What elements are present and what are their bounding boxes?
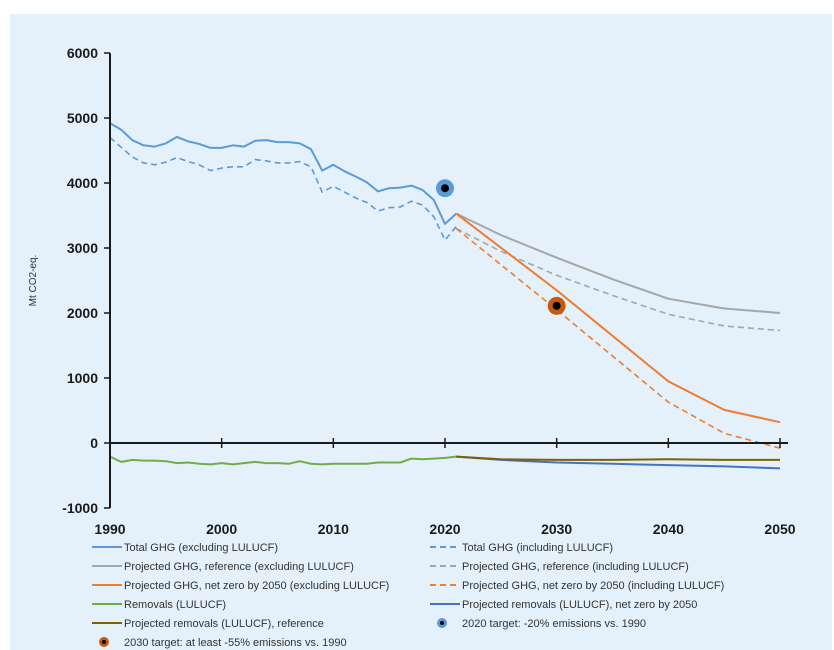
- legend-entry-total-ghg-excluding-lulucf: Total GHG (excluding LULUCF): [92, 542, 278, 554]
- series-line-removals-lulucf: [109, 455, 457, 466]
- y-tick-label: -1000: [62, 500, 98, 516]
- legend-label: Projected GHG, net zero by 2050 (includi…: [462, 580, 724, 592]
- legend-label: 2020 target: -20% emissions vs. 1990: [462, 618, 646, 630]
- x-tick-label: 2050: [764, 521, 795, 537]
- series-line-projected-ghg-reference-excluding-lulucf: [455, 212, 781, 314]
- axes: [109, 53, 788, 508]
- series-line-projected-ghg-net-zero-by-2050-excluding-lulucf: [455, 212, 781, 424]
- series-line-total-ghg-including-lulucf: [109, 136, 457, 241]
- legend-entry-projected-ghg-net-zero-by-2050-excluding-lulucf: Projected GHG, net zero by 2050 (excludi…: [92, 580, 389, 592]
- legend-label: Projected removals (LULUCF), net zero by…: [462, 599, 697, 611]
- legend-entry-projected-ghg-reference-excluding-lulucf: Projected GHG, reference (excluding LULU…: [92, 561, 354, 573]
- x-tick-label: 2030: [541, 521, 572, 537]
- series-line-projected-ghg-reference-including-lulucf: [455, 227, 781, 332]
- target-marker-dot: [552, 301, 561, 310]
- x-tick-label: 2000: [206, 521, 237, 537]
- target-marker-2020: [436, 179, 454, 198]
- legend-entry-2020-target-20-emissions-vs-1990: 2020 target: -20% emissions vs. 1990: [437, 618, 646, 630]
- y-tick-label: 2000: [67, 305, 98, 321]
- series-line-projected-removals-lulucf-reference: [456, 455, 780, 461]
- legend-label: Projected GHG, net zero by 2050 (excludi…: [124, 580, 389, 592]
- series-line-total-ghg-excluding-lulucf: [109, 122, 457, 225]
- legend-entry-2030-target-at-least-55-emissions-vs-1990: 2030 target: at least -55% emissions vs.…: [99, 637, 347, 649]
- legend: Total GHG (excluding LULUCF) Total GHG (i…: [92, 542, 724, 649]
- target-markers: [436, 179, 566, 315]
- legend-entry-total-ghg-including-lulucf: Total GHG (including LULUCF): [430, 542, 613, 554]
- legend-entry-projected-removals-lulucf-net-zero-by-2050: Projected removals (LULUCF), net zero by…: [430, 599, 697, 611]
- line-chart: -1000 0 1000 2000 3000 4000 5000 6000 1990 2000 20…: [28, 45, 796, 649]
- legend-label: Removals (LULUCF): [124, 599, 226, 611]
- y-tick-label: 6000: [67, 45, 98, 61]
- ticks: -1000 0 1000 2000 3000 4000 5000 6000 1990 2000 20…: [62, 45, 796, 537]
- legend-swatch-dot: [440, 621, 444, 625]
- series-layer: [109, 122, 781, 470]
- legend-label: Total GHG (excluding LULUCF): [124, 542, 278, 554]
- x-tick-label: 2040: [653, 521, 684, 537]
- x-tick-label: 1990: [94, 521, 125, 537]
- y-tick-label: 0: [90, 435, 98, 451]
- x-tick-label: 2010: [318, 521, 349, 537]
- legend-label: 2030 target: at least -55% emissions vs.…: [124, 637, 347, 649]
- y-tick-label: 5000: [67, 110, 98, 126]
- y-tick-label: 4000: [67, 175, 98, 191]
- legend-entry-projected-removals-lulucf-reference: Projected removals (LULUCF), reference: [92, 618, 324, 630]
- target-marker-dot: [441, 184, 449, 193]
- legend-entry-projected-ghg-reference-including-lulucf: Projected GHG, reference (including LULU…: [430, 561, 689, 573]
- series-line-projected-ghg-net-zero-by-2050-including-lulucf: [455, 227, 781, 449]
- legend-label: Projected GHG, reference (excluding LULU…: [124, 561, 354, 573]
- y-tick-label: 3000: [67, 240, 98, 256]
- legend-swatch-dot: [102, 640, 106, 644]
- x-tick-label: 2020: [429, 521, 460, 537]
- target-marker-2030: [547, 296, 566, 315]
- legend-entry-projected-ghg-net-zero-by-2050-including-lulucf: Projected GHG, net zero by 2050 (includi…: [430, 580, 724, 592]
- chart-panel: -1000 0 1000 2000 3000 4000 5000 6000 1990 2000 20…: [10, 14, 832, 650]
- legend-label: Projected GHG, reference (including LULU…: [462, 561, 689, 573]
- y-axis-label: Mt CO2-eq.: [28, 255, 39, 307]
- legend-entry-removals-lulucf: Removals (LULUCF): [92, 599, 226, 611]
- y-tick-label: 1000: [67, 370, 98, 386]
- legend-label: Total GHG (including LULUCF): [462, 542, 613, 554]
- legend-label: Projected removals (LULUCF), reference: [124, 618, 324, 630]
